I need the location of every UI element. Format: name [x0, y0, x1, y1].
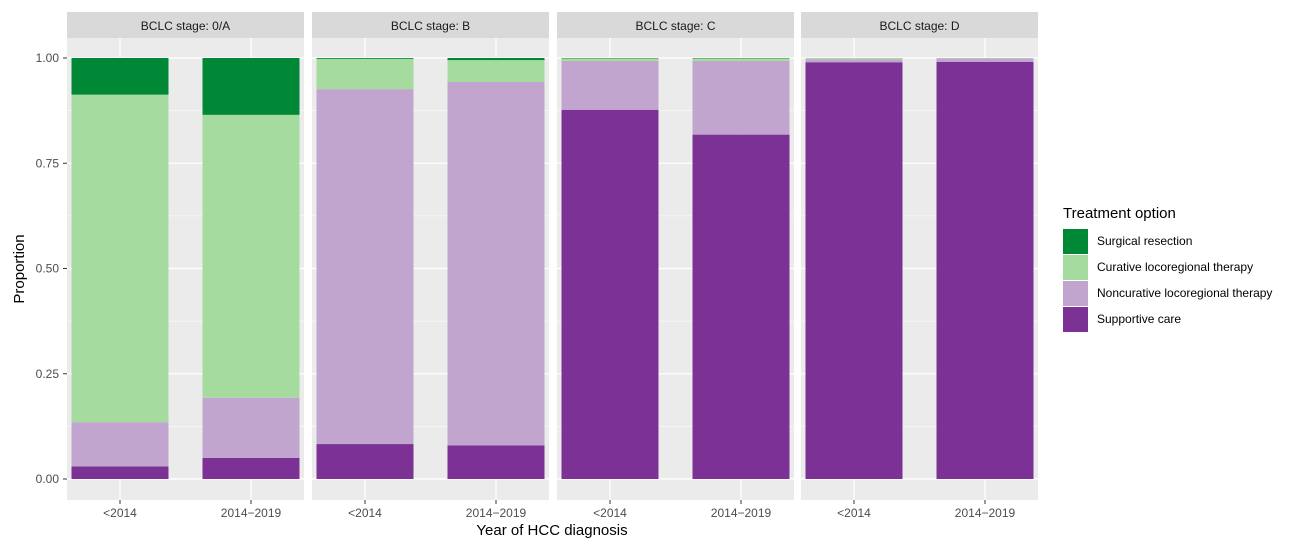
legend-key	[1063, 307, 1088, 332]
legend-label: Noncurative locoregional therapy	[1097, 286, 1272, 300]
legend-key	[1063, 255, 1088, 280]
legend-label: Curative locoregional therapy	[1097, 260, 1253, 274]
legend-label: Surgical resection	[1097, 234, 1192, 248]
bar-segment	[806, 58, 903, 59]
bar-segment	[937, 62, 1034, 479]
legend: Treatment option Surgical resection Curat…	[1063, 205, 1272, 332]
facet-panel: BCLC stage: 0/A <2014 2014−2019	[67, 12, 304, 520]
bar-segment	[317, 89, 414, 444]
x-tick-label: <2014	[593, 506, 627, 520]
bar-segment	[317, 444, 414, 479]
bar-segment	[448, 60, 545, 82]
bar-segment	[937, 58, 1034, 61]
x-tick-label: 2014−2019	[221, 506, 282, 520]
x-tick-label: <2014	[837, 506, 871, 520]
facet-title: BCLC stage: D	[879, 19, 959, 33]
x-tick-label: <2014	[103, 506, 137, 520]
bar-segment	[806, 62, 903, 479]
bar-segment	[693, 135, 790, 479]
legend-key	[1063, 281, 1088, 306]
bar-segment	[203, 115, 300, 398]
bar-segment	[72, 58, 169, 95]
bar-segment	[448, 58, 545, 60]
bar-segment	[562, 58, 659, 61]
bar-segment	[72, 422, 169, 466]
bar-segment	[448, 82, 545, 445]
x-axis-title: Year of HCC diagnosis	[476, 522, 627, 539]
y-tick-label: 1.00	[36, 51, 60, 65]
x-tick-label: 2014−2019	[955, 506, 1016, 520]
x-tick-label: 2014−2019	[711, 506, 772, 520]
bar-segment	[562, 110, 659, 479]
facet-panel: BCLC stage: D <2014 2014−2019	[801, 12, 1038, 520]
bar-segment	[72, 466, 169, 479]
bar-segment	[203, 398, 300, 458]
bar-segment	[693, 61, 790, 135]
facet-title: BCLC stage: 0/A	[141, 19, 230, 33]
facet-panel: BCLC stage: C <2014 2014−2019	[557, 12, 794, 520]
y-tick-label: 0.00	[36, 472, 60, 486]
y-axis: 0.00 0.25 0.50 0.75 1.00	[36, 51, 67, 486]
bar-segment	[806, 59, 903, 62]
facet-panel: BCLC stage: B <2014 2014−2019	[312, 12, 549, 520]
bar-segment	[203, 58, 300, 115]
bar-segment	[317, 59, 414, 89]
bar-segment	[203, 458, 300, 479]
bar-segment	[317, 58, 414, 59]
legend-label: Supportive care	[1097, 312, 1181, 326]
y-tick-label: 0.50	[36, 262, 60, 276]
y-tick-label: 0.75	[36, 156, 60, 170]
y-tick-label: 0.25	[36, 367, 60, 381]
x-tick-label: 2014−2019	[466, 506, 527, 520]
legend-key	[1063, 229, 1088, 254]
facet-title: BCLC stage: C	[635, 19, 715, 33]
x-tick-label: <2014	[348, 506, 382, 520]
y-axis-title: Proportion	[11, 234, 28, 303]
bar-segment	[562, 61, 659, 110]
bar-segment	[693, 58, 790, 61]
facet-title: BCLC stage: B	[391, 19, 470, 33]
legend-title: Treatment option	[1063, 205, 1176, 222]
bar-segment	[72, 95, 169, 423]
bar-segment	[448, 445, 545, 479]
